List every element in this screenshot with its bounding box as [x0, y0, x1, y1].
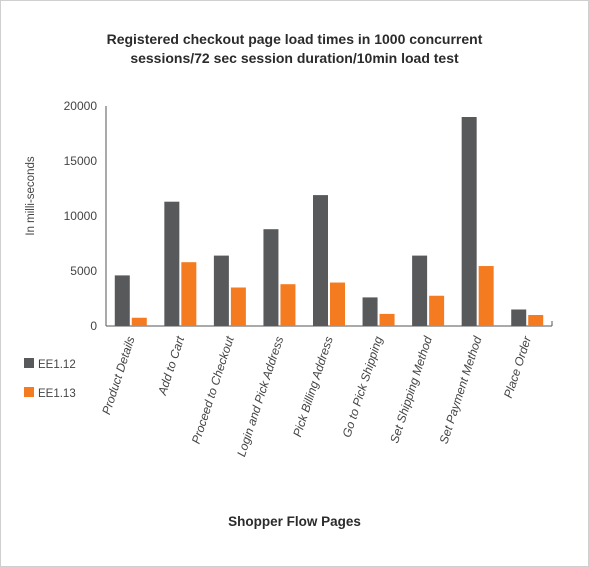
y-tick-label: 20000: [64, 99, 98, 113]
bar-ee1-12-3: [213, 255, 229, 326]
category-labels: Product Details Add to Cart Proceed to Che…: [99, 334, 534, 459]
category-label: Set Payment Method: [437, 334, 485, 445]
bar-ee1-13-5: [330, 282, 345, 326]
legend-swatch-ee1-12: [24, 358, 34, 368]
legend: EE1.12 EE1.13: [24, 358, 76, 400]
bar-ee1-13-9: [528, 315, 544, 326]
legend-swatch-ee1-13: [24, 387, 34, 397]
legend-label-ee1-13: EE1.13: [38, 388, 76, 400]
y-axis-label: In milli-seconds: [25, 156, 37, 235]
bar-ee1-12-5: [313, 195, 328, 326]
y-tick-label: 10000: [64, 209, 98, 223]
bar-ee1-13-1: [131, 317, 147, 326]
category-label: Place Order: [501, 334, 534, 400]
bar-ee1-13-4: [280, 284, 296, 326]
chart-title-line-2: sessions/72 sec session duration/10min l…: [130, 50, 459, 66]
category-label: Pick Billing Address: [290, 335, 336, 439]
bar-ee1-13-6: [379, 313, 395, 326]
category-label: Product Details: [99, 335, 137, 417]
bar-ee1-12-6: [362, 297, 378, 326]
bars: [114, 117, 544, 326]
bar-ee1-13-8: [478, 266, 494, 326]
bar-ee1-13-7: [429, 295, 445, 326]
bar-ee1-12-7: [412, 255, 428, 326]
y-ticks: 0 5000 10000 15000 20000: [64, 99, 98, 333]
bar-ee1-12-1: [114, 275, 130, 326]
legend-label-ee1-12: EE1.12: [38, 359, 76, 371]
category-label: Login and Pick Address: [234, 335, 286, 459]
x-axis-label: Shopper Flow Pages: [228, 514, 361, 529]
category-label: Set Shipping Method: [387, 334, 435, 445]
chart-title: Registered checkout page load times in 1…: [0, 30, 589, 68]
bar-ee1-12-9: [511, 309, 527, 326]
y-tick-label: 15000: [64, 154, 98, 168]
y-tick-label: 0: [90, 319, 97, 333]
category-label: Add to Cart: [155, 334, 188, 398]
bar-ee1-13-3: [230, 287, 246, 326]
bar-ee1-12-8: [461, 117, 477, 326]
category-label: Proceed to Checkout: [189, 334, 237, 446]
y-tick-label: 5000: [70, 264, 97, 278]
bar-ee1-12-2: [164, 201, 180, 326]
bar-ee1-12-4: [263, 229, 279, 326]
chart-title-line-1: Registered checkout page load times in 1…: [106, 31, 483, 47]
bar-ee1-13-2: [181, 262, 197, 326]
category-label: Go to Pick Shipping: [340, 334, 386, 439]
